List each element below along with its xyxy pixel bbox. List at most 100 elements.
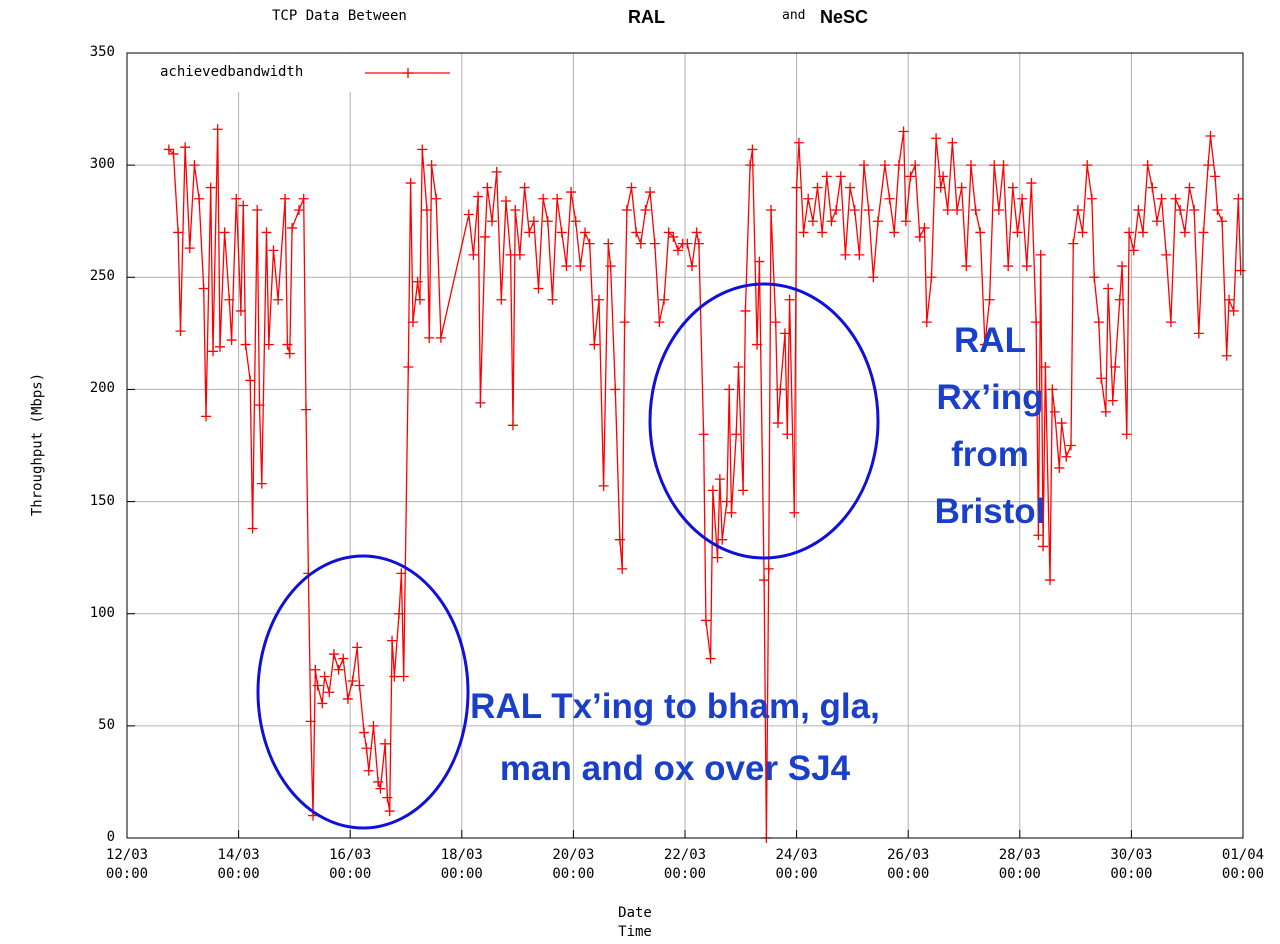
data-point <box>519 182 530 193</box>
data-point <box>686 261 697 272</box>
data-point <box>245 375 256 386</box>
data-point <box>180 142 191 153</box>
data-point <box>1170 193 1181 204</box>
data-point <box>412 276 423 287</box>
data-point <box>510 205 521 215</box>
data-point <box>407 317 418 328</box>
data-point <box>556 227 567 238</box>
data-point <box>621 205 632 215</box>
data-point <box>889 227 900 238</box>
data-point <box>747 144 758 155</box>
data-point <box>1193 328 1204 339</box>
y-tick-label: 100 <box>89 604 115 621</box>
data-point <box>763 563 774 574</box>
x-tick-label: 14/03 00:00 <box>217 847 260 882</box>
data-point <box>910 160 921 171</box>
data-point <box>740 305 751 316</box>
data-point <box>879 160 890 171</box>
y-tick-label: 50 <box>98 716 115 733</box>
data-point <box>1217 216 1228 227</box>
data-point <box>631 227 642 238</box>
data-point <box>482 182 493 193</box>
data-point <box>872 216 883 227</box>
data-point <box>317 698 328 709</box>
data-point <box>1138 227 1149 238</box>
data-point <box>1221 350 1232 361</box>
data-point <box>705 653 716 664</box>
data-point <box>812 182 823 193</box>
data-point <box>1165 317 1176 328</box>
data-point <box>1054 462 1065 473</box>
data-point <box>514 249 525 260</box>
data-point <box>965 160 976 171</box>
data-point <box>473 191 484 202</box>
data-point <box>414 294 425 305</box>
data-point <box>273 294 284 305</box>
data-point <box>947 137 958 148</box>
data-point <box>649 238 660 249</box>
data-point <box>463 209 474 220</box>
data-point <box>294 205 305 215</box>
data-point <box>500 196 511 207</box>
highlight-ellipse <box>256 554 470 830</box>
plot-frame <box>126 52 1244 839</box>
x-axis-label: Date Time <box>618 905 652 940</box>
data-line <box>168 129 1242 839</box>
data-point <box>921 317 932 328</box>
data-point <box>312 680 323 691</box>
data-point <box>431 193 442 204</box>
data-point <box>1045 575 1056 586</box>
x-tick-label: 20/03 00:00 <box>552 847 595 882</box>
data-point <box>424 332 435 343</box>
data-point <box>817 227 828 238</box>
data-point <box>194 193 205 204</box>
title-part: and <box>782 8 806 23</box>
data-point <box>328 649 339 660</box>
data-point <box>1096 373 1107 384</box>
x-tick-label: 28/03 00:00 <box>998 847 1041 882</box>
data-point <box>970 205 981 215</box>
data-point <box>1128 245 1139 256</box>
data-point <box>1121 429 1132 440</box>
data-point <box>717 534 728 545</box>
data-point <box>693 238 704 249</box>
data-point <box>301 404 312 415</box>
data-point <box>219 227 230 238</box>
data-point <box>1161 249 1172 260</box>
data-point <box>1049 406 1060 417</box>
data-point <box>319 671 330 682</box>
data-point <box>1147 182 1158 193</box>
data-point <box>1065 440 1076 451</box>
annotation: RAL Tx’ing to bham, gla, man and ox over… <box>470 687 880 788</box>
data-point <box>840 249 851 260</box>
data-point <box>931 133 942 144</box>
data-point <box>1093 317 1104 328</box>
data-point <box>791 182 802 193</box>
data-point <box>405 178 416 189</box>
data-point <box>724 384 735 395</box>
title-part: RAL <box>628 7 665 27</box>
data-point <box>1031 317 1042 328</box>
data-point <box>726 507 737 518</box>
data-point <box>789 507 800 518</box>
data-point <box>714 474 725 485</box>
x-tick-label: 01/04 00:00 <box>1221 847 1265 882</box>
data-point <box>1205 130 1216 141</box>
y-axis-label: Throughput (Mbps) <box>29 372 46 517</box>
data-point <box>584 238 595 249</box>
data-point <box>663 227 674 238</box>
data-point <box>1056 418 1067 429</box>
data-point <box>1003 261 1014 272</box>
data-point <box>868 272 879 283</box>
data-point <box>952 205 963 215</box>
data-point <box>468 249 479 260</box>
data-point <box>1110 362 1121 372</box>
data-point <box>779 328 790 339</box>
data-point <box>235 305 246 316</box>
data-point <box>173 227 184 238</box>
data-point <box>175 326 186 337</box>
data-point <box>359 727 370 738</box>
data-point <box>784 294 795 305</box>
data-point <box>752 339 763 350</box>
data-point <box>956 182 967 193</box>
